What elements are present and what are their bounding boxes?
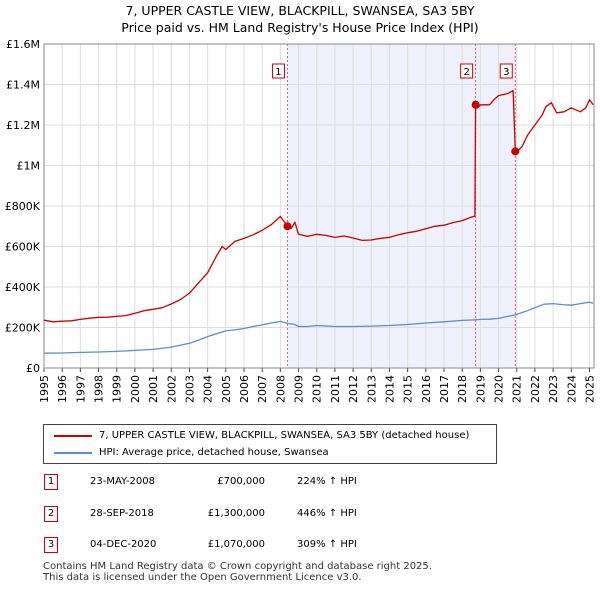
x-tick-label: 2023 bbox=[547, 375, 560, 403]
sale-row-2: 2 28-SEP-2018 £1,300,000 446% ↑ HPI bbox=[0, 506, 600, 528]
sale-date: 28-SEP-2018 bbox=[90, 508, 154, 519]
y-tick-label: £0 bbox=[26, 362, 40, 375]
y-tick-label: £400K bbox=[5, 281, 41, 294]
x-tick-label: 1998 bbox=[93, 375, 106, 403]
sale-marker-label: 1 bbox=[275, 67, 281, 78]
x-tick-label: 2011 bbox=[329, 375, 342, 403]
sale-hpi-change: 309% ↑ HPI bbox=[297, 539, 357, 550]
series-line-property bbox=[43, 89, 594, 323]
x-tick-label: 2014 bbox=[383, 375, 396, 403]
sale-marker-badge: 2 bbox=[44, 506, 58, 522]
series-line-hpi bbox=[43, 301, 594, 354]
x-tick-label: 2016 bbox=[420, 375, 433, 403]
sale-price: £700,000 bbox=[217, 476, 265, 487]
x-tick-label: 2010 bbox=[311, 375, 324, 403]
sale-point bbox=[471, 100, 480, 109]
x-tick-label: 2024 bbox=[565, 375, 578, 403]
x-tick-label: 2019 bbox=[474, 375, 487, 403]
y-tick-label: £1M bbox=[17, 160, 41, 173]
x-tick-label: 1999 bbox=[111, 375, 124, 403]
x-tick-label: 2020 bbox=[493, 375, 506, 403]
sale-price: £1,300,000 bbox=[207, 508, 265, 519]
x-tick-label: 2005 bbox=[220, 375, 233, 403]
sale-date: 23-MAY-2008 bbox=[90, 476, 156, 487]
x-tick-label: 2004 bbox=[202, 375, 215, 403]
sale-row-3: 3 04-DEC-2020 £1,070,000 309% ↑ HPI bbox=[0, 537, 600, 559]
x-tick-label: 2000 bbox=[129, 375, 142, 403]
x-tick-label: 1995 bbox=[38, 375, 51, 403]
sale-marker-box bbox=[271, 63, 285, 79]
sale-marker-box bbox=[499, 63, 513, 79]
sale-hpi-change: 224% ↑ HPI bbox=[297, 476, 357, 487]
y-tick-label: £1.6M bbox=[6, 38, 40, 51]
footer: Contains HM Land Registry data © Crown c… bbox=[43, 561, 432, 583]
x-tick-label: 2001 bbox=[147, 375, 160, 403]
x-tick-label: 2006 bbox=[238, 375, 251, 403]
sale-point bbox=[511, 147, 520, 156]
sale-hpi-change: 446% ↑ HPI bbox=[297, 508, 357, 519]
legend-label-property: 7, UPPER CASTLE VIEW, BLACKPILL, SWANSEA… bbox=[99, 430, 470, 441]
legend-label-hpi: HPI: Average price, detached house, Swan… bbox=[99, 447, 329, 458]
sale-marker-badge: 1 bbox=[44, 474, 58, 490]
x-tick-label: 2025 bbox=[583, 375, 596, 403]
legend: 7, UPPER CASTLE VIEW, BLACKPILL, SWANSEA… bbox=[43, 424, 497, 464]
chart-title: 7, UPPER CASTLE VIEW, BLACKPILL, SWANSEA… bbox=[125, 3, 475, 18]
chart-title-block: 7, UPPER CASTLE VIEW, BLACKPILL, SWANSEA… bbox=[0, 2, 600, 36]
legend-swatch-property bbox=[54, 435, 92, 437]
sale-marker-label: 3 bbox=[503, 67, 509, 78]
x-tick-label: 2009 bbox=[293, 375, 306, 403]
sale-marker-label: 2 bbox=[463, 67, 469, 78]
y-tick-label: £200K bbox=[5, 322, 41, 335]
sale-marker-box bbox=[460, 63, 474, 79]
footer-licence: This data is licensed under the Open Gov… bbox=[43, 572, 362, 583]
x-tick-label: 2018 bbox=[456, 375, 469, 403]
chart-subtitle: Price paid vs. HM Land Registry's House … bbox=[121, 20, 479, 35]
y-tick-label: £1.4M bbox=[6, 79, 40, 92]
x-tick-label: 1997 bbox=[74, 375, 87, 403]
x-tick-label: 2021 bbox=[511, 375, 524, 403]
x-tick-label: 2015 bbox=[402, 375, 415, 403]
x-tick-label: 2012 bbox=[347, 375, 360, 403]
sale-row-1: 1 23-MAY-2008 £700,000 224% ↑ HPI bbox=[0, 474, 600, 496]
legend-swatch-hpi bbox=[54, 452, 92, 454]
x-tick-label: 2022 bbox=[529, 375, 542, 403]
footer-copyright: Contains HM Land Registry data © Crown c… bbox=[43, 561, 432, 572]
x-tick-label: 2017 bbox=[438, 375, 451, 403]
sale-marker-badge: 3 bbox=[44, 537, 58, 553]
x-tick-label: 2003 bbox=[183, 375, 196, 403]
sale-point bbox=[283, 222, 292, 231]
y-tick-label: £1.2M bbox=[6, 119, 40, 132]
x-tick-label: 1996 bbox=[56, 375, 69, 403]
x-tick-label: 2002 bbox=[165, 375, 178, 403]
y-tick-label: £800K bbox=[5, 200, 41, 213]
sale-date: 04-DEC-2020 bbox=[90, 539, 157, 550]
sale-price: £1,070,000 bbox=[207, 539, 265, 550]
price-chart: £0 £200K £400K £600K £800K £1M £1.2M £1.4M £1.6M… bbox=[5, 38, 597, 403]
x-tick-label: 2013 bbox=[365, 375, 378, 403]
x-tick-label: 2007 bbox=[256, 375, 269, 403]
y-tick-label: £600K bbox=[5, 241, 41, 254]
plot-frame bbox=[43, 43, 595, 369]
x-tick-label: 2008 bbox=[274, 375, 287, 403]
